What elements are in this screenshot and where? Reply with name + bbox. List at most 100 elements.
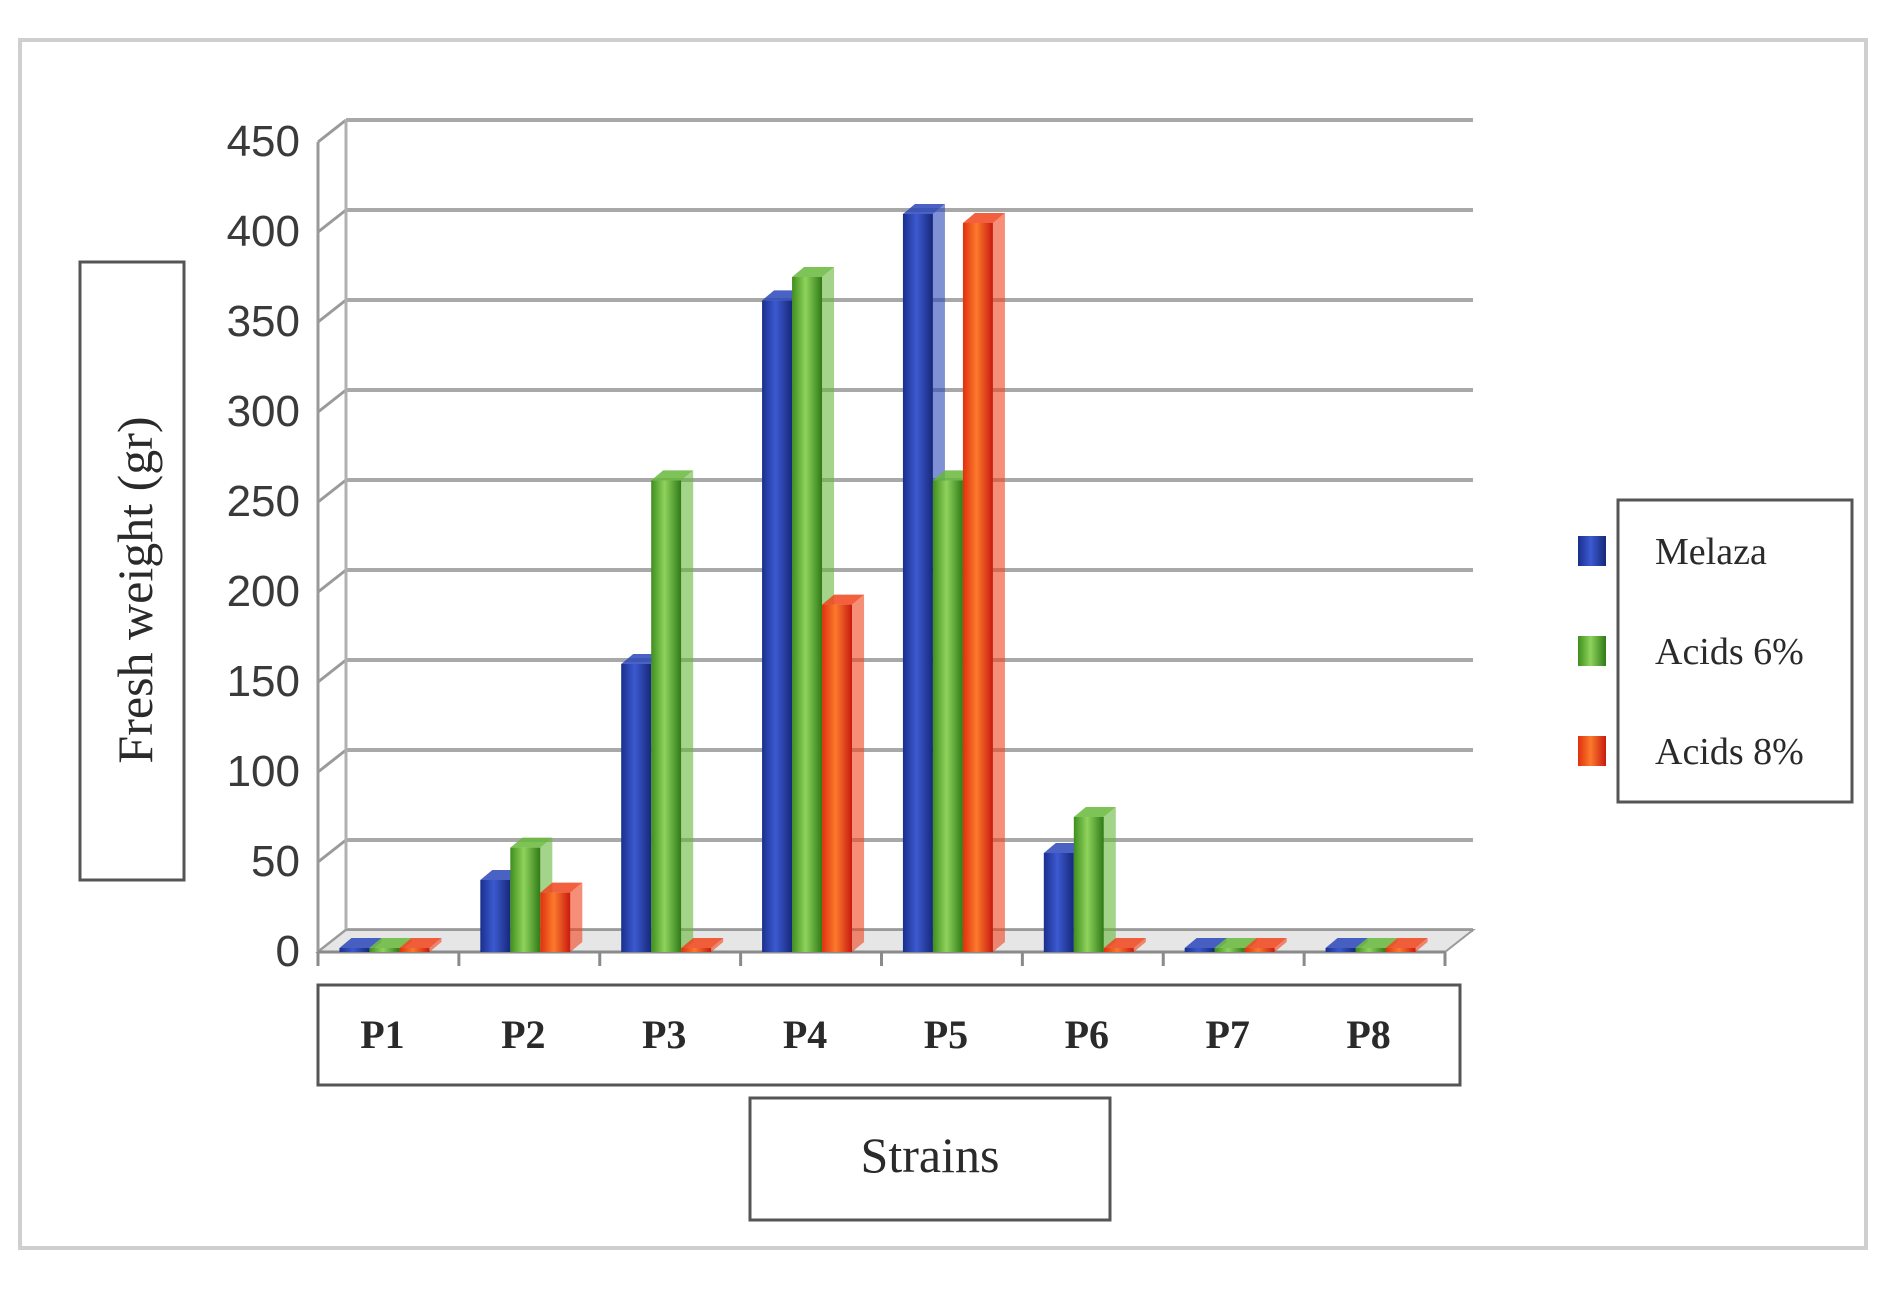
x-category-box [316,983,1462,1087]
y-tick-label: 100 [227,747,300,796]
bar-top [1244,938,1287,948]
bar-front [480,880,511,952]
x-axis-title-box: Strains [748,1096,1112,1222]
bar-front [399,948,430,952]
bar-front [1214,948,1245,952]
bar-front [369,948,400,952]
bar-top [1073,807,1116,817]
bar-front [621,664,652,952]
legend: Melaza Acids 6% Acids 8% [1578,498,1854,804]
legend-swatch [1578,536,1606,566]
bar-top [822,594,865,605]
bar-top [681,938,724,948]
x-tick-label: P5 [924,1012,968,1057]
legend-entry: Melaza [1655,531,1767,573]
x-tick-label: P4 [783,1012,827,1057]
y-axis: 0 50 100 150 200 250 300 350 400 450 [227,117,300,976]
bar-top [339,938,382,948]
bar-top [792,267,835,277]
bar-top [510,837,553,848]
legend-swatch [1578,636,1606,666]
bar-top [962,213,1005,223]
bar-front [932,480,963,952]
bar-side [429,938,442,952]
bar-side [570,882,583,952]
bar [822,594,865,952]
bar [540,882,583,952]
bar-front [651,480,682,952]
bar-side [1133,938,1146,952]
bar-side [711,938,724,952]
bar-front [510,847,541,952]
x-tick-label: P3 [642,1012,686,1057]
bar-front [1103,948,1134,952]
gridline-diagonal [317,478,347,504]
bar-front [1043,853,1074,952]
bars [339,204,1428,952]
bar-top [1325,938,1368,948]
bar-front [822,604,853,952]
bar-front [1073,817,1104,952]
bar-top [1214,938,1257,948]
y-tick-label: 0 [276,927,300,976]
gridline-diagonal [317,298,347,324]
y-tick-label: 250 [227,477,300,526]
bar-top [902,204,945,214]
bar-side [1415,938,1428,952]
y-tick-label: 300 [227,387,300,436]
y-tick-label: 350 [227,297,300,346]
bar-front [1325,948,1356,952]
bar-top [1184,938,1227,948]
bar-side [681,470,694,952]
x-tick-label: P7 [1205,1012,1249,1057]
bar-side [1103,807,1116,952]
bar [1073,807,1116,952]
gridline-diagonal [317,388,347,414]
x-tick-label: P6 [1065,1012,1109,1057]
y-tick-label: 150 [227,657,300,706]
y-tick-label: 200 [227,567,300,616]
x-tick-label: P2 [501,1012,545,1057]
bar-front [540,892,571,952]
legend-swatch [1578,736,1606,766]
bar-top [1355,938,1398,948]
bar [399,938,442,952]
bar [681,938,724,952]
bar-top [540,882,583,893]
x-tick-label: P8 [1346,1012,1390,1057]
bar-front [1184,948,1215,952]
x-axis-title: Strains [861,1127,1000,1183]
bar-top [1103,938,1146,948]
bar-front [1385,948,1416,952]
bar [1244,938,1287,952]
bar-front [792,277,823,952]
bar-top [651,470,694,481]
y-tick-label: 50 [251,837,300,886]
bar-front [681,948,712,952]
bar [1103,938,1146,952]
y-tick-label: 450 [227,117,300,166]
bar-side [852,594,865,952]
bar-front [1244,948,1275,952]
legend-entry: Acids 6% [1655,631,1804,673]
bar [651,470,694,952]
y-tick-label: 400 [227,207,300,256]
bar-top [1385,938,1428,948]
bar-front [762,300,793,952]
y-axis-title: Fresh weight (gr) [107,416,163,763]
gridline-diagonal [317,838,347,864]
x-axis-categories: P1 P2 P3 P4 P5 P6 P7 P8 [360,1012,1391,1057]
bar-front [902,214,933,952]
bar-top [369,938,412,948]
bar-top [399,938,442,948]
gridline-diagonal [317,748,347,774]
gridline-diagonal [317,568,347,594]
bar [962,213,1005,952]
x-tick-label: P1 [360,1012,404,1057]
legend-entry: Acids 8% [1655,731,1804,773]
y-axis-title-box: Fresh weight (gr) [78,260,186,882]
bar [1385,938,1428,952]
bar-front [339,948,370,952]
bar-side [1274,938,1287,952]
